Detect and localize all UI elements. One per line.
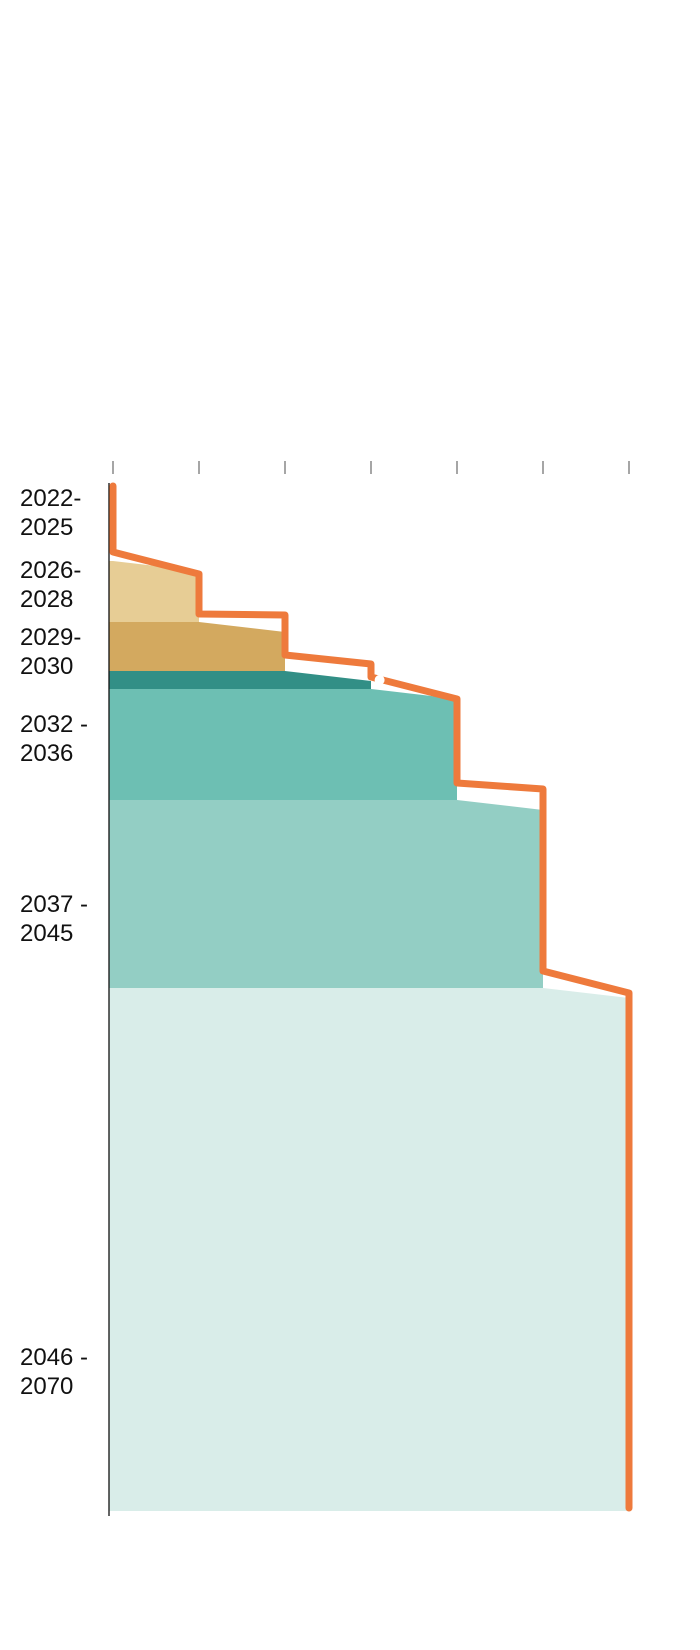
period-bands (109, 486, 629, 1511)
period-label: 2029- 2030 (20, 624, 82, 680)
period-label: 2022- 2025 (20, 485, 82, 541)
period-label: 2026- 2028 (20, 557, 82, 613)
period-band (109, 671, 371, 689)
period-band (109, 622, 285, 671)
period-band (109, 988, 629, 1511)
period-label: 2046 - 2070 (20, 1344, 89, 1400)
x-axis-ticks (112, 461, 630, 474)
period-band (109, 689, 457, 800)
period-label: 2037 - 2045 (20, 891, 89, 947)
step-line (109, 482, 633, 1512)
marker-dot (374, 675, 385, 685)
period-band (109, 561, 199, 622)
period-label: 2032 - 2036 (20, 711, 89, 767)
period-band (109, 800, 543, 988)
